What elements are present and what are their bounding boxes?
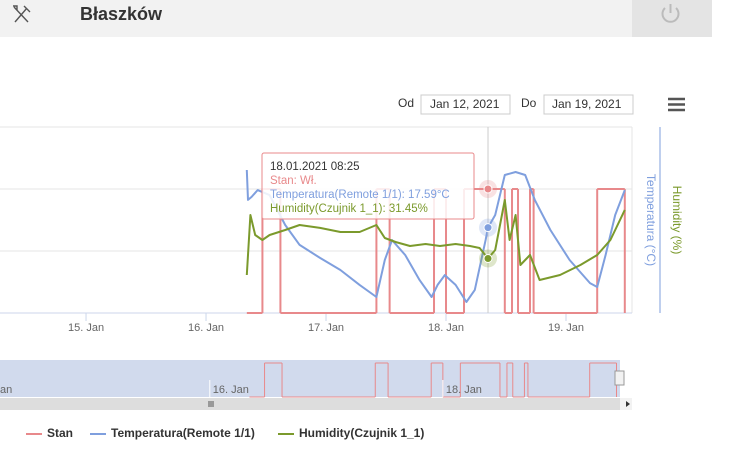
legend-label[interactable]: Temperatura(Remote 1/1): [111, 426, 255, 440]
hover-marker: [483, 253, 493, 263]
y2-axis-title: Temperatura (°C): [644, 174, 658, 266]
navigator-tick-label: an: [0, 384, 12, 396]
header-bar: [0, 0, 712, 37]
to-date: Jan 19, 2021: [552, 97, 622, 111]
x-tick-label: 16. Jan: [188, 322, 224, 334]
tooltip-title: 18.01.2021 08:25: [270, 161, 360, 173]
navigator: an 16. Jan 18. Jan: [0, 360, 620, 398]
navigator-handle[interactable]: [614, 370, 625, 386]
legend-label[interactable]: Humidity(Czujnik 1_1): [299, 426, 424, 440]
hover-marker: [483, 223, 493, 233]
to-label: Do: [521, 96, 537, 110]
tooltip-line: Stan: Wł.: [270, 175, 317, 187]
from-date: Jan 12, 2021: [430, 97, 500, 111]
power-button[interactable]: [632, 0, 712, 37]
menu-button[interactable]: [668, 97, 685, 112]
navigator-mask: [0, 360, 620, 397]
tooltip: 18.01.2021 08:25 Stan: Wł. Temperatura(Rem…: [261, 152, 475, 220]
hover-marker: [483, 184, 493, 194]
y3-axis-title: Humidity (%): [670, 186, 684, 255]
navigator-tick-label: 16. Jan: [213, 384, 249, 396]
x-tick-label: 17. Jan: [308, 322, 344, 334]
x-tick-label: 15. Jan: [68, 322, 104, 334]
tools-icon[interactable]: [13, 5, 31, 23]
series-line: [245, 199, 626, 281]
scrollbar-thumb[interactable]: [0, 398, 620, 410]
tooltip-box: [261, 152, 475, 220]
scrollbar-arrow[interactable]: [626, 401, 630, 407]
from-label: Od: [398, 96, 414, 110]
legend: Stan Temperatura(Remote 1/1) Humidity(Czuj…: [26, 426, 424, 440]
tooltip-line: Humidity(Czujnik 1_1): 31.45%: [270, 203, 428, 215]
x-tick-label: 19. Jan: [548, 322, 584, 334]
navigator-tick-label: 18. Jan: [446, 384, 482, 396]
scrollbar-grip: [208, 401, 214, 407]
to-input[interactable]: [543, 94, 634, 115]
tooltip-line: Temperatura(Remote 1/1): 17.59°C: [270, 189, 450, 201]
power-icon: [661, 4, 680, 23]
header-title: Błaszków: [80, 4, 163, 24]
legend-label[interactable]: Stan: [47, 426, 73, 440]
from-input[interactable]: [420, 94, 511, 115]
series-line: [245, 169, 626, 303]
x-tick-label: 18. Jan: [428, 322, 464, 334]
